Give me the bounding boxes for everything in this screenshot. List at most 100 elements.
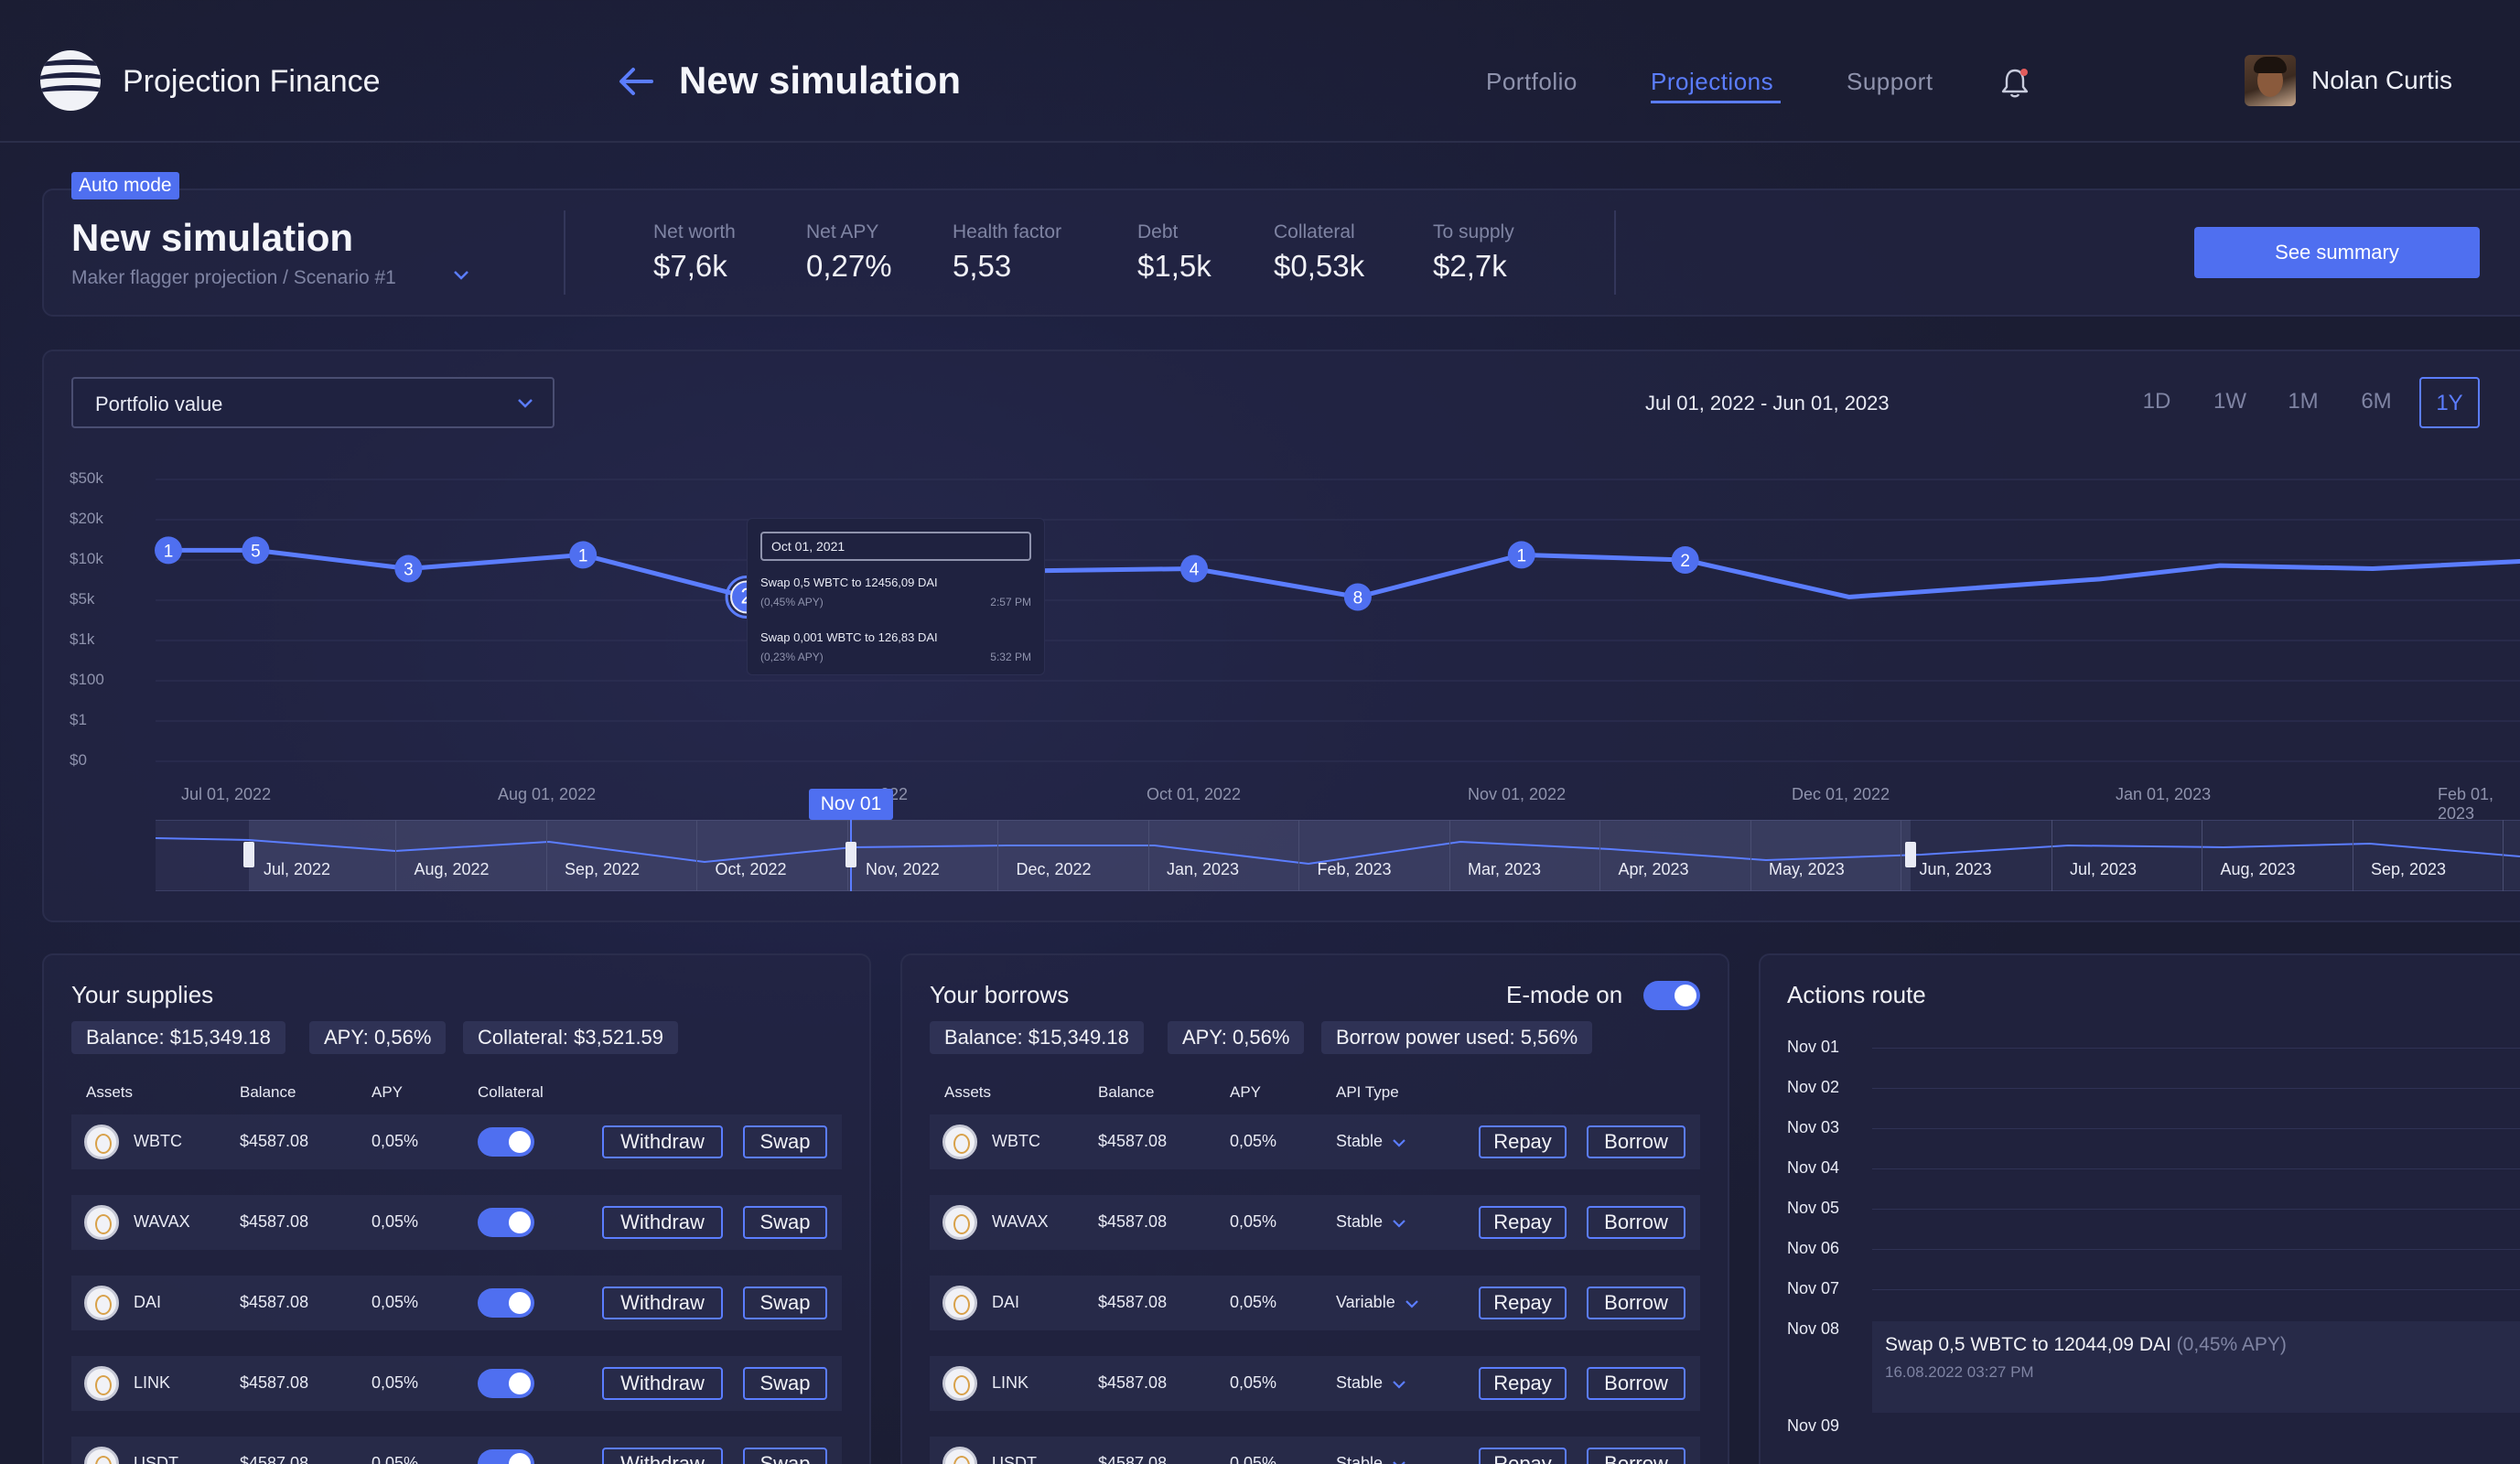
bell-icon[interactable] — [1998, 66, 2031, 99]
api-type-select[interactable]: Stable — [1336, 1132, 1406, 1151]
swap-button[interactable]: Swap — [743, 1367, 827, 1400]
navigator-selection[interactable] — [249, 820, 1911, 891]
repay-button[interactable]: Repay — [1479, 1206, 1567, 1239]
navigator-month-label: Mar, 2023 — [1468, 860, 1542, 878]
borrow-button[interactable]: Borrow — [1587, 1448, 1685, 1464]
collateral-toggle[interactable] — [478, 1369, 534, 1398]
event-marker[interactable]: 5 — [242, 536, 270, 565]
asset-name: DAI — [992, 1293, 1020, 1311]
arrow-left-icon[interactable] — [615, 60, 657, 102]
borrow-button[interactable]: Borrow — [1587, 1286, 1685, 1319]
nav-projections[interactable]: Projections — [1651, 68, 1774, 95]
withdraw-button[interactable]: Withdraw — [602, 1206, 723, 1239]
table-row — [71, 1437, 842, 1464]
range-1w-button[interactable]: 1W — [2213, 389, 2246, 414]
borrows-balance-chip: Balance: $15,349.18 — [930, 1021, 1144, 1054]
navigator-month-label: Aug, 2022 — [414, 860, 490, 878]
api-type-select[interactable]: Variable — [1336, 1293, 1419, 1312]
x-tick-label: Nov 01, 2022 — [1468, 785, 1567, 803]
event-marker[interactable]: 1 — [155, 536, 182, 565]
chevron-down-icon[interactable] — [452, 269, 470, 282]
chevron-down-icon — [1393, 1460, 1405, 1464]
action-card[interactable]: Swap 0,5 WBTC to 12044,09 DAI (0,45% APY… — [1872, 1321, 2520, 1413]
brand-name[interactable]: Projection Finance — [123, 64, 381, 99]
supplies-balance-chip: Balance: $15,349.18 — [71, 1021, 285, 1054]
asset-balance: $4587.08 — [240, 1212, 309, 1231]
withdraw-button[interactable]: Withdraw — [602, 1367, 723, 1400]
event-marker[interactable]: 8 — [1343, 583, 1372, 611]
x-tick-label: Jan 01, 2023 — [2116, 785, 2212, 803]
y-tick-label: $100 — [70, 671, 104, 688]
user-name[interactable]: Nolan Curtis — [2311, 66, 2453, 94]
range-1d-button[interactable]: 1D — [2142, 389, 2171, 414]
swap-button[interactable]: Swap — [743, 1448, 827, 1464]
swap-button[interactable]: Swap — [743, 1206, 827, 1239]
borrow-button[interactable]: Borrow — [1587, 1206, 1685, 1239]
navigator-month-label: Dec, 2022 — [1016, 860, 1092, 878]
route-date: Nov 09 — [1787, 1416, 1840, 1435]
collateral-toggle[interactable] — [478, 1127, 534, 1157]
table-row — [71, 1195, 842, 1250]
x-tick-label: Jul 01, 2022 — [181, 785, 272, 803]
api-type-select[interactable]: Stable — [1336, 1373, 1406, 1393]
api-type-select[interactable]: Stable — [1336, 1454, 1406, 1464]
repay-button[interactable]: Repay — [1479, 1367, 1567, 1400]
coin-icon — [942, 1366, 977, 1401]
range-1y-button[interactable]: 1Y — [2419, 377, 2480, 428]
borrow-button[interactable]: Borrow — [1587, 1125, 1685, 1158]
route-date: Nov 01 — [1787, 1038, 1840, 1056]
event-marker[interactable]: 2 — [1671, 546, 1699, 574]
range-1m-button[interactable]: 1M — [2288, 389, 2319, 414]
event-marker[interactable]: 3 — [394, 554, 423, 583]
waves-logo-icon[interactable] — [40, 50, 101, 111]
route-date: Nov 05 — [1787, 1199, 1840, 1217]
navigator-left-handle[interactable] — [243, 842, 254, 867]
swap-button[interactable]: Swap — [743, 1286, 827, 1319]
collateral-toggle[interactable] — [478, 1208, 534, 1237]
repay-button[interactable]: Repay — [1479, 1448, 1567, 1464]
navigator-month-label: Jul, 2023 — [2070, 860, 2138, 878]
scenario-breadcrumb[interactable]: Maker flagger projection / Scenario #1 — [71, 267, 396, 288]
route-divider — [1872, 1168, 2520, 1169]
nav-support[interactable]: Support — [1847, 68, 1933, 95]
collateral-toggle[interactable] — [478, 1449, 534, 1464]
navigator-month-label: Oct, 2022 — [715, 860, 787, 878]
navigator-cursor-handle[interactable] — [845, 842, 856, 867]
y-tick-label: $20k — [70, 510, 103, 527]
borrow-button[interactable]: Borrow — [1587, 1367, 1685, 1400]
api-type-select[interactable]: Stable — [1336, 1212, 1406, 1232]
asset-apy: 0,05% — [372, 1373, 419, 1392]
event-marker[interactable]: 1 — [1507, 541, 1535, 569]
tooltip-item-text: Swap 0,5 WBTC to 12456,09 DAI — [760, 576, 938, 589]
column-header: Collateral — [478, 1083, 544, 1101]
emode-toggle[interactable] — [1643, 981, 1700, 1010]
withdraw-button[interactable]: Withdraw — [602, 1448, 723, 1464]
range-6m-button[interactable]: 6M — [2361, 389, 2392, 414]
portfolio-line-chart[interactable]: 153124812 — [0, 0, 2520, 915]
metric-select[interactable]: Portfolio value — [71, 377, 555, 428]
event-count: 1 — [164, 542, 174, 561]
navigator-divider — [1147, 820, 1149, 891]
coin-icon — [84, 1286, 119, 1320]
x-tick-label: Dec 01, 2022 — [1792, 785, 1890, 803]
stat-collateral-value: $0,53k — [1274, 249, 1365, 283]
event-marker[interactable]: 4 — [1180, 554, 1209, 583]
avatar[interactable] — [2245, 55, 2296, 106]
navigator-right-handle[interactable] — [1905, 842, 1916, 867]
navigator-divider — [395, 820, 396, 891]
event-marker[interactable]: 1 — [569, 541, 598, 569]
repay-button[interactable]: Repay — [1479, 1286, 1567, 1319]
swap-button[interactable]: Swap — [743, 1125, 827, 1158]
nav-portfolio[interactable]: Portfolio — [1486, 68, 1578, 95]
chevron-down-icon — [1405, 1299, 1418, 1308]
navigator-month-label: Jan, 2023 — [1167, 860, 1240, 878]
chevron-down-icon — [1393, 1380, 1405, 1389]
timeline-navigator[interactable] — [156, 820, 2520, 891]
collateral-toggle[interactable] — [478, 1288, 534, 1318]
column-header: Assets — [944, 1083, 992, 1101]
see-summary-button[interactable]: See summary — [2194, 227, 2480, 278]
repay-button[interactable]: Repay — [1479, 1125, 1567, 1158]
date-range[interactable]: Jul 01, 2022 - Jun 01, 2023 — [1645, 392, 1890, 414]
withdraw-button[interactable]: Withdraw — [602, 1286, 723, 1319]
withdraw-button[interactable]: Withdraw — [602, 1125, 723, 1158]
